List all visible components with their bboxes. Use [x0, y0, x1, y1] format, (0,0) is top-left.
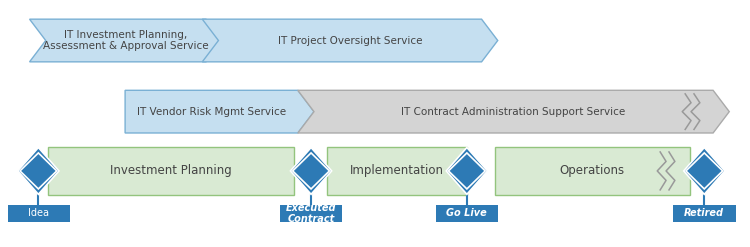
Polygon shape — [292, 153, 329, 189]
Text: Investment Planning: Investment Planning — [110, 165, 232, 177]
Text: Idea: Idea — [28, 208, 49, 218]
Polygon shape — [290, 147, 332, 194]
Text: Go Live: Go Live — [446, 208, 488, 218]
FancyBboxPatch shape — [495, 147, 689, 195]
Polygon shape — [686, 153, 723, 189]
Text: IT Contract Administration Support Service: IT Contract Administration Support Servi… — [401, 107, 626, 117]
Polygon shape — [18, 147, 59, 194]
Text: IT Project Oversight Service: IT Project Oversight Service — [278, 36, 422, 45]
FancyBboxPatch shape — [327, 147, 466, 195]
FancyBboxPatch shape — [436, 205, 498, 222]
Text: IT Vendor Risk Mgmt Service: IT Vendor Risk Mgmt Service — [137, 107, 286, 117]
FancyBboxPatch shape — [48, 147, 294, 195]
FancyBboxPatch shape — [673, 205, 736, 222]
Text: Operations: Operations — [560, 165, 625, 177]
Text: Implementation: Implementation — [350, 165, 444, 177]
FancyBboxPatch shape — [280, 205, 342, 222]
Text: Executed
Contract: Executed Contract — [286, 203, 336, 224]
Polygon shape — [20, 153, 57, 189]
Polygon shape — [446, 147, 488, 194]
Polygon shape — [684, 147, 724, 194]
Polygon shape — [125, 90, 314, 133]
Polygon shape — [448, 153, 485, 189]
Text: Retired: Retired — [684, 208, 724, 218]
Polygon shape — [298, 90, 729, 133]
Polygon shape — [29, 19, 222, 62]
Polygon shape — [202, 19, 498, 62]
Text: IT Investment Planning,
Assessment & Approval Service: IT Investment Planning, Assessment & App… — [43, 30, 209, 51]
FancyBboxPatch shape — [8, 205, 70, 222]
